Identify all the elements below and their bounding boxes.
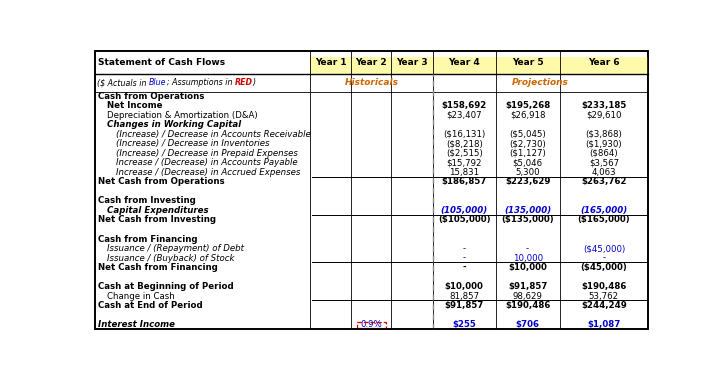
Bar (433, 57, 648, 74)
Text: -: - (463, 254, 466, 263)
Text: Year 6: Year 6 (588, 58, 620, 67)
Text: -: - (463, 244, 466, 253)
Text: $29,610: $29,610 (586, 111, 622, 120)
Text: 81,857: 81,857 (449, 292, 479, 301)
Text: Increase / (Decrease) in Accounts Payable: Increase / (Decrease) in Accounts Payabl… (117, 159, 298, 168)
Text: ($135,000): ($135,000) (501, 215, 554, 224)
Text: Increase / (Decrease) in Accrued Expenses: Increase / (Decrease) in Accrued Expense… (117, 168, 300, 177)
Text: (105,000): (105,000) (441, 206, 488, 215)
Text: -: - (463, 263, 466, 272)
Text: (Increase) / Decrease in Inventories: (Increase) / Decrease in Inventories (117, 140, 270, 148)
Text: $186,857: $186,857 (442, 177, 487, 186)
Text: 4,063: 4,063 (592, 168, 616, 177)
Text: Net Cash from Operations: Net Cash from Operations (98, 177, 225, 186)
Text: Net Cash from Financing: Net Cash from Financing (98, 263, 218, 272)
Text: ($1,930): ($1,930) (586, 140, 622, 148)
Text: $3,567: $3,567 (589, 159, 619, 168)
Text: $1,087: $1,087 (587, 320, 620, 329)
Text: ($864): ($864) (589, 149, 618, 158)
Text: 53,762: 53,762 (589, 292, 619, 301)
Text: $10,000: $10,000 (508, 263, 547, 272)
Text: Projections: Projections (512, 79, 569, 88)
Text: ($3,868): ($3,868) (586, 130, 623, 139)
Text: Net Cash from Investing: Net Cash from Investing (98, 215, 216, 224)
Text: -: - (602, 254, 605, 263)
Text: Interest Income: Interest Income (98, 320, 175, 329)
Text: Blue: Blue (149, 79, 167, 88)
Text: $190,486: $190,486 (581, 282, 626, 291)
Text: Change in Cash: Change in Cash (107, 292, 175, 301)
Text: Cash at Beginning of Period: Cash at Beginning of Period (98, 282, 234, 291)
Text: 98,629: 98,629 (513, 292, 542, 301)
Text: $706: $706 (515, 320, 539, 329)
Text: Year 4: Year 4 (448, 58, 480, 67)
Text: $244,249: $244,249 (581, 301, 627, 310)
Text: $23,407: $23,407 (447, 111, 482, 120)
Text: $233,185: $233,185 (581, 101, 626, 110)
Text: Year 5: Year 5 (512, 58, 544, 67)
Text: RED: RED (235, 79, 253, 88)
Text: Year 2: Year 2 (355, 58, 387, 67)
Text: Changes in Working Capital: Changes in Working Capital (107, 120, 242, 129)
Text: Statement of Cash Flows: Statement of Cash Flows (98, 58, 225, 67)
Text: ($165,000): ($165,000) (578, 215, 630, 224)
Text: Capital Expenditures: Capital Expenditures (107, 206, 209, 215)
Text: Cash at End of Period: Cash at End of Period (98, 301, 203, 310)
Text: ; Assumptions in: ; Assumptions in (167, 79, 235, 88)
Text: (Increase) / Decrease in Prepaid Expenses: (Increase) / Decrease in Prepaid Expense… (117, 149, 298, 158)
Text: Cash from Investing: Cash from Investing (98, 196, 196, 205)
Text: $263,762: $263,762 (581, 177, 627, 186)
Text: $26,918: $26,918 (510, 111, 545, 120)
Text: Year 1: Year 1 (315, 58, 347, 67)
Text: 10,000: 10,000 (513, 254, 543, 263)
Text: Issuance / (Repayment) of Debt: Issuance / (Repayment) of Debt (107, 244, 244, 253)
Text: (165,000): (165,000) (580, 206, 628, 215)
Text: $195,268: $195,268 (505, 101, 550, 110)
Text: -: - (526, 244, 529, 253)
Text: Cash from Financing: Cash from Financing (98, 234, 198, 243)
Text: $10,000: $10,000 (445, 282, 484, 291)
Text: ): ) (253, 79, 256, 88)
Text: Net Income: Net Income (107, 101, 163, 110)
Text: ($8,218): ($8,218) (446, 140, 483, 148)
Text: 5,300: 5,300 (515, 168, 540, 177)
Text: $190,486: $190,486 (505, 301, 550, 310)
Text: Issuance / (Buyback) of Stock: Issuance / (Buyback) of Stock (107, 254, 235, 263)
Text: ($1,127): ($1,127) (509, 149, 546, 158)
Text: $91,857: $91,857 (508, 282, 547, 291)
Text: (Increase) / Decrease in Accounts Receivable: (Increase) / Decrease in Accounts Receiv… (117, 130, 311, 139)
Text: $5,046: $5,046 (513, 159, 543, 168)
Text: $158,692: $158,692 (442, 101, 487, 110)
Text: (135,000): (135,000) (504, 206, 551, 215)
Text: Cash from Operations: Cash from Operations (98, 92, 205, 101)
Text: $91,857: $91,857 (445, 301, 484, 310)
Text: Year 3: Year 3 (396, 58, 428, 67)
Bar (311, 57, 433, 74)
Bar (356, 322, 386, 328)
Text: ($16,131): ($16,131) (443, 130, 485, 139)
Text: ($45,000): ($45,000) (581, 263, 627, 272)
Text: ($2,730): ($2,730) (509, 140, 546, 148)
Text: ($45,000): ($45,000) (583, 244, 625, 253)
Text: ($2,515): ($2,515) (446, 149, 483, 158)
Text: ($5,045): ($5,045) (509, 130, 546, 139)
Text: Historicals: Historicals (345, 79, 399, 88)
Text: $223,629: $223,629 (505, 177, 550, 186)
Text: ($ Actuals in: ($ Actuals in (97, 79, 149, 88)
Text: Depreciation & Amortization (D&A): Depreciation & Amortization (D&A) (107, 111, 258, 120)
Text: $15,792: $15,792 (447, 159, 482, 168)
Text: $255: $255 (452, 320, 476, 329)
Text: 15,831: 15,831 (449, 168, 479, 177)
Text: ($105,000): ($105,000) (438, 215, 490, 224)
Text: 0.9%: 0.9% (360, 320, 382, 329)
